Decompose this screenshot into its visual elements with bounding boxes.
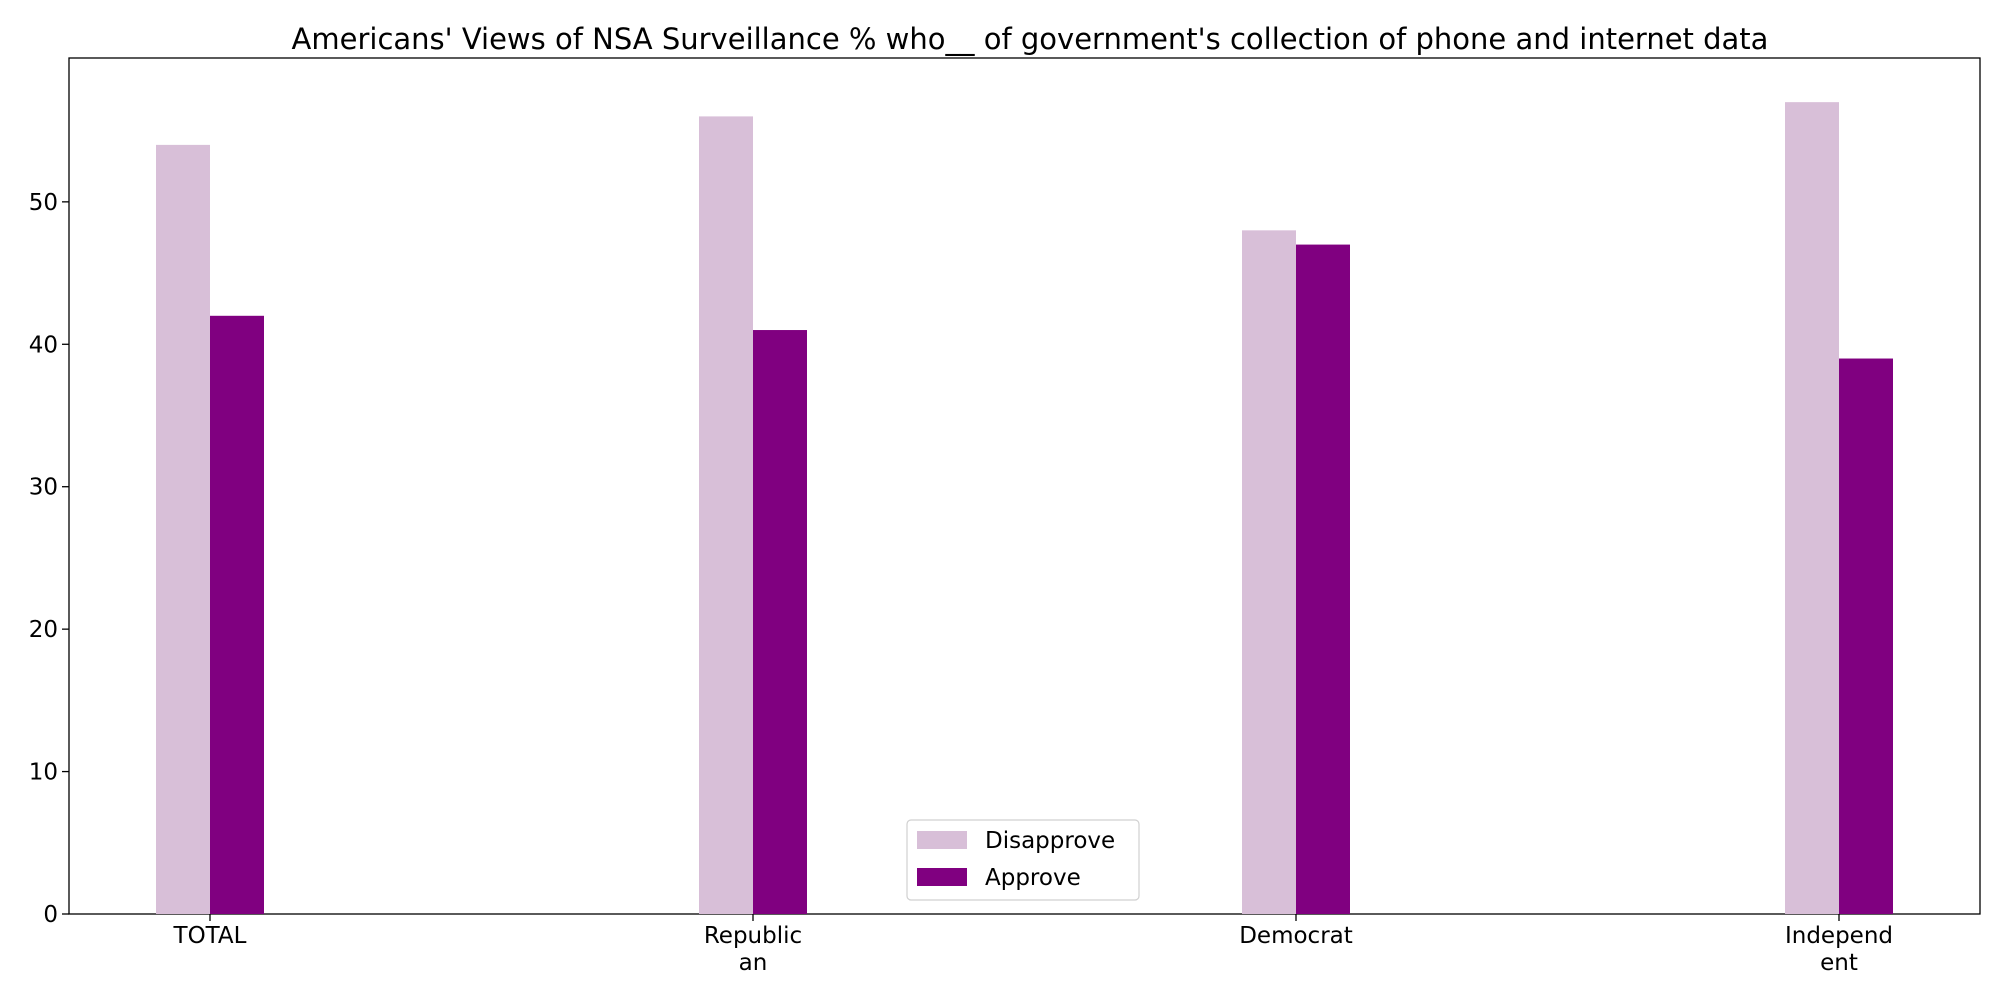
chart-title: Americans' Views of NSA Surveillance % w… [292, 22, 1769, 56]
bar-disapprove-0 [156, 144, 210, 915]
bars-group [156, 102, 1893, 915]
x-tick-label-line: Democrat [1239, 923, 1353, 949]
y-tick-label: 30 [29, 475, 58, 501]
x-tick-label: TOTAL [173, 923, 247, 949]
bar-approve-2 [1296, 244, 1350, 914]
x-tick-label-line: Republic [704, 923, 802, 949]
y-tick-label: 50 [29, 190, 58, 216]
legend-label-disapprove: Disapprove [985, 828, 1115, 854]
x-tick-label: Republic an [704, 923, 802, 976]
bar-disapprove-3 [1785, 102, 1839, 914]
x-tick-label-line: ent [1820, 950, 1858, 976]
y-tick-label: 10 [29, 760, 58, 786]
y-tick-label: 0 [43, 902, 58, 928]
legend-swatch-approve [917, 868, 967, 886]
legend-label-approve: Approve [985, 865, 1081, 891]
y-tick-label: 40 [29, 332, 58, 358]
bar-disapprove-2 [1242, 230, 1296, 915]
x-tick-label-line: Independ [1785, 923, 1893, 949]
bar-approve-3 [1839, 358, 1893, 915]
legend-swatch-disapprove [917, 831, 967, 849]
bar-approve-1 [753, 330, 807, 915]
bar-disapprove-1 [699, 116, 753, 915]
bar-approve-0 [210, 315, 264, 914]
x-tick-label: Democrat [1239, 923, 1353, 949]
y-tick-label: 20 [29, 617, 58, 643]
x-tick-label-line: an [739, 950, 768, 976]
x-tick-label: Independ ent [1785, 923, 1893, 976]
y-axis: 0 10 20 30 40 50 [29, 190, 69, 928]
x-axis: TOTAL Republic an Democrat Independ ent [173, 914, 1893, 976]
plot-frame [68, 57, 1981, 915]
legend: Disapprove Approve [906, 819, 1140, 901]
x-tick-label-line: TOTAL [173, 923, 247, 949]
